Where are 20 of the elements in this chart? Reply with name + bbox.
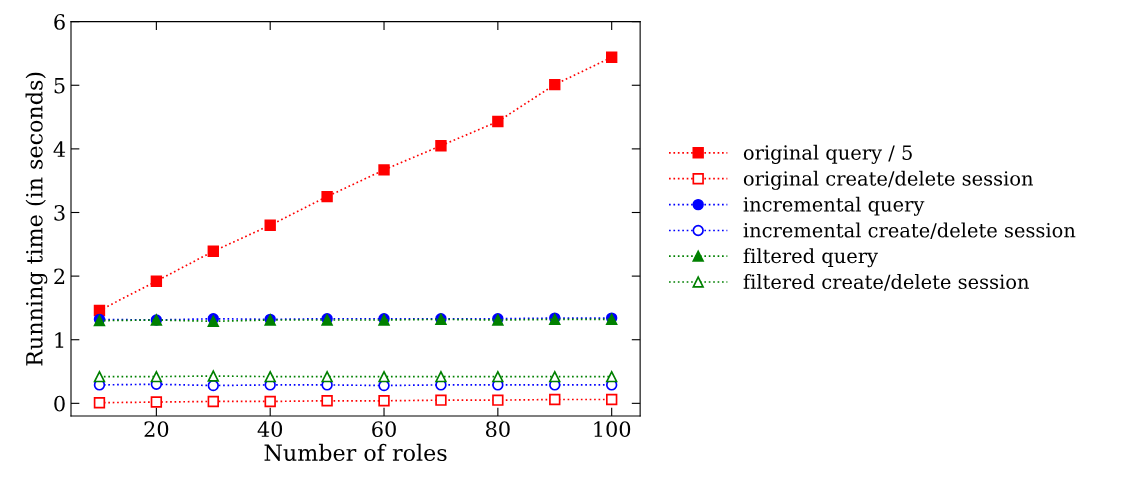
y-tick-label: 6 bbox=[54, 14, 65, 30]
x-tick-label: 40 bbox=[257, 421, 283, 438]
y-tick-label: 2 bbox=[54, 268, 65, 285]
y-tick-label: 1 bbox=[55, 332, 64, 348]
legend-label: incremental query bbox=[743, 196, 925, 216]
y-tick-label: 0 bbox=[54, 395, 65, 412]
x-tick-label: 100 bbox=[594, 421, 631, 438]
x-axis-title: Number of roles bbox=[264, 443, 447, 462]
x-tick-label: 60 bbox=[372, 421, 396, 438]
legend-label: incremental create/delete session bbox=[743, 222, 1076, 240]
x-tick-label: 80 bbox=[485, 421, 510, 438]
y-tick-label: 3 bbox=[54, 204, 65, 221]
y-tick-label: 4 bbox=[53, 141, 66, 157]
legend-label: filtered create/delete session bbox=[743, 274, 1029, 291]
legend-label: filtered query bbox=[743, 248, 878, 268]
y-axis-title: Running time (in seconds) bbox=[25, 72, 48, 366]
legend-label: original create/delete session bbox=[743, 170, 1033, 190]
legend-label: original query / 5 bbox=[743, 144, 912, 164]
y-tick-label: 5 bbox=[54, 77, 65, 94]
x-tick-label: 20 bbox=[144, 421, 169, 438]
